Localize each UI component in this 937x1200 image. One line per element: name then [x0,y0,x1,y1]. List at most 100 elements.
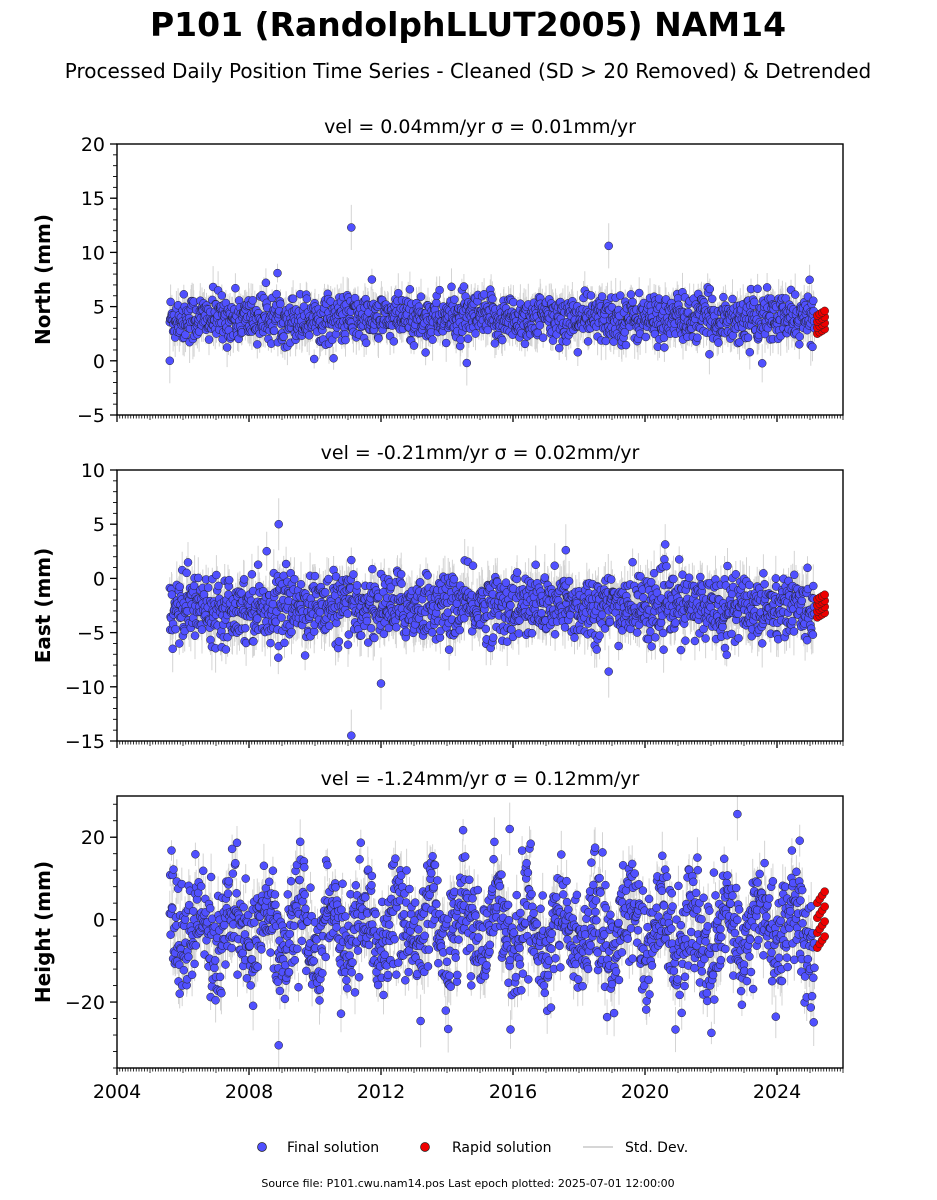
final-point [527,889,536,899]
final-solution-points [165,223,819,368]
final-point [169,865,178,874]
final-point [531,560,540,570]
final-point [517,986,526,995]
final-point [551,954,560,963]
final-point [222,343,232,352]
final-point [599,930,609,939]
final-point [389,337,399,346]
final-point [253,962,262,972]
final-point [536,904,545,914]
final-point [351,881,361,890]
final-point [290,574,299,584]
final-point [526,839,535,848]
final-point [555,941,564,951]
final-point [379,629,389,639]
final-point [447,282,456,292]
final-point [323,860,332,870]
y-tick-label: 0 [93,351,105,373]
final-point [564,905,573,914]
final-point [658,628,668,638]
final-point [596,888,605,897]
final-point [368,564,377,574]
final-point [512,890,521,900]
final-point [701,634,710,643]
final-point [401,627,411,637]
panel-title: vel = 0.04mm/yr σ = 0.01mm/yr [324,116,636,138]
final-point [647,961,657,970]
final-point [627,859,637,869]
final-point [646,577,656,587]
final-point [284,967,294,977]
final-point [290,955,300,965]
final-point [347,731,356,740]
final-point [628,954,637,963]
final-point [349,570,358,579]
final-point [424,945,434,954]
final-point [430,860,440,870]
final-point [789,627,799,636]
final-point [757,359,767,368]
final-point [518,969,528,978]
final-point [361,338,371,348]
final-point [362,616,372,626]
final-point [300,890,309,899]
final-point [550,561,559,570]
final-point [306,883,315,892]
final-point [165,356,175,366]
final-point [586,291,596,300]
final-point [394,958,403,967]
final-point [515,960,525,969]
final-point [446,982,455,991]
final-point [560,623,570,632]
final-point [210,956,220,965]
final-point [592,916,601,925]
final-point [515,943,524,953]
final-point [641,332,651,342]
final-point [285,929,295,939]
final-point [734,633,743,643]
final-point [790,290,800,299]
final-point [168,644,177,654]
final-point [482,961,491,970]
final-point [471,911,480,920]
final-point [204,335,214,344]
y-tick-label: 10 [81,242,105,264]
final-point [273,977,283,987]
rapid-solution-points [813,306,829,338]
final-point [217,988,226,998]
final-point [460,613,469,623]
final-point [331,572,341,581]
final-point [750,297,759,307]
final-point [502,637,512,646]
final-point [301,904,310,914]
final-point [626,924,636,933]
final-point [401,976,410,985]
final-point [607,979,617,989]
final-point [497,870,506,879]
final-point [788,616,797,626]
final-point [243,910,253,920]
final-point [281,559,291,569]
final-point [247,570,257,579]
final-point [562,876,571,886]
final-point [632,628,642,637]
final-point [423,962,433,971]
final-point [361,893,370,902]
final-point [248,1001,258,1011]
final-point [468,894,477,903]
final-point [435,285,444,295]
y-tick-label: −15 [65,731,105,753]
final-point [809,296,818,305]
final-point [268,599,278,609]
final-point [390,935,399,944]
final-point [404,967,413,977]
final-point [614,641,623,651]
final-point [550,630,560,639]
final-point [657,886,667,896]
final-point [471,329,480,338]
final-point [443,1024,453,1034]
final-point [483,325,493,335]
final-point [611,967,621,976]
final-point [180,915,190,924]
final-point [315,985,325,994]
